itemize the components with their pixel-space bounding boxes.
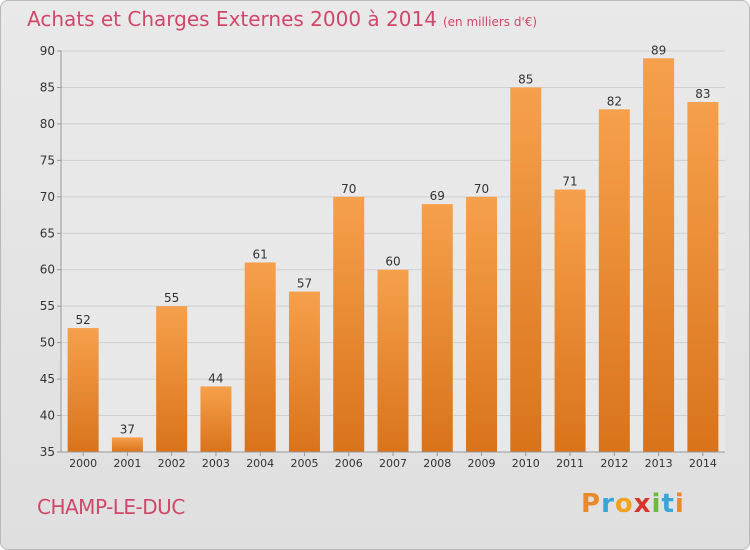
data-label-2009: 70: [474, 182, 489, 196]
bar-2013: [643, 58, 675, 453]
x-tick-label: 2009: [468, 457, 496, 470]
x-tick-label: 2005: [290, 457, 318, 470]
data-label-2006: 70: [341, 182, 356, 196]
y-tick-label: 70: [40, 190, 55, 204]
bars: [67, 58, 719, 453]
x-tick-label: 2010: [512, 457, 540, 470]
x-tick-label: 2000: [69, 457, 97, 470]
y-tick-label: 45: [40, 372, 55, 386]
x-tick-label: 2004: [246, 457, 274, 470]
y-tick-label: 75: [40, 153, 55, 167]
y-tick-label: 35: [40, 445, 55, 459]
data-label-2014: 83: [695, 87, 710, 101]
data-labels: 52 37 55 44 61 57 70 60 69 70 85 71 82 89 83: [75, 43, 710, 436]
data-label-2000: 52: [75, 313, 90, 327]
commune-name: CHAMP-LE-DUC: [37, 495, 185, 519]
x-tick-label: 2001: [113, 457, 141, 470]
data-label-2007: 60: [385, 255, 400, 269]
bar-2014: [687, 102, 719, 452]
chart-title-text: Achats et Charges Externes 2000 à 2014: [27, 7, 437, 31]
logo-letter: i: [674, 489, 685, 519]
bar-2004: [244, 262, 276, 452]
data-label-2008: 69: [430, 189, 445, 203]
data-label-2010: 85: [518, 72, 533, 86]
data-label-2004: 61: [253, 247, 268, 261]
y-tick-label: 65: [40, 226, 55, 240]
chart-title: Achats et Charges Externes 2000 à 2014 (e…: [27, 7, 537, 31]
chart-subtitle: (en milliers d'€): [442, 15, 538, 29]
logo-letter: r: [601, 489, 615, 519]
x-tick-label: 2008: [423, 457, 451, 470]
x-tick-label: 2013: [645, 457, 673, 470]
y-tick-label: 80: [40, 117, 55, 131]
bar-2007: [377, 269, 409, 452]
x-tick-label: 2003: [202, 457, 230, 470]
bar-2011: [554, 189, 586, 452]
logo-letter: P: [581, 489, 602, 519]
y-tick-label: 90: [40, 44, 55, 58]
data-label-2013: 89: [651, 43, 666, 57]
logo-letter: x: [633, 489, 652, 519]
y-tick-label: 55: [40, 299, 55, 313]
bar-2012: [598, 109, 630, 452]
bar-2002: [156, 306, 188, 452]
y-tick-label: 60: [40, 263, 55, 277]
bar-2006: [333, 196, 365, 452]
x-tick-label: 2006: [335, 457, 363, 470]
x-tick-label: 2007: [379, 457, 407, 470]
data-label-2001: 37: [120, 422, 135, 436]
data-label-2003: 44: [208, 371, 223, 385]
bar-2009: [466, 196, 498, 452]
data-label-2002: 55: [164, 291, 179, 305]
data-label-2005: 57: [297, 277, 312, 291]
data-label-2011: 71: [562, 175, 577, 189]
proxiti-logo: Proxiti: [581, 489, 685, 519]
y-tick-label: 40: [40, 409, 55, 423]
x-tick-label: 2011: [556, 457, 584, 470]
y-tick-label: 85: [40, 80, 55, 94]
bar-2005: [288, 291, 320, 452]
x-tick-label: 2012: [600, 457, 628, 470]
logo-letter: i: [651, 489, 662, 519]
bar-2001: [111, 437, 143, 452]
y-tick-label: 50: [40, 336, 55, 350]
x-tick-label: 2002: [158, 457, 186, 470]
bar-2010: [510, 87, 542, 453]
bar-2003: [200, 386, 232, 452]
bar-2000: [67, 328, 99, 452]
logo-letter: t: [661, 489, 675, 519]
logo-letter: o: [614, 489, 634, 519]
bar-2008: [421, 204, 453, 452]
y-axis-ticks: 35 40 45 50 55 60 65 70 75 80 85 90: [40, 44, 61, 459]
x-tick-label: 2014: [689, 457, 717, 470]
data-label-2012: 82: [607, 94, 622, 108]
x-axis-ticks: 2000 2001 2002 2003 2004 2005 2006 2007 2008 2009…: [69, 452, 717, 470]
